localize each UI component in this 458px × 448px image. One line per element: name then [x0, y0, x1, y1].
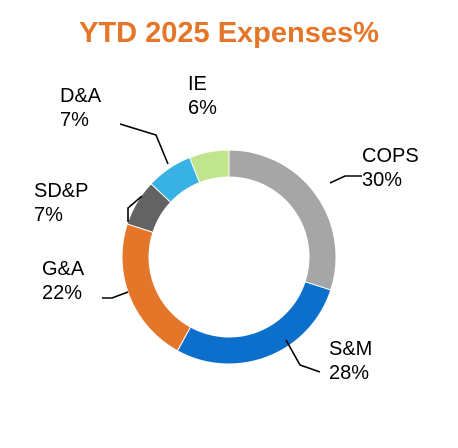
category-label: D&A — [60, 85, 102, 107]
category-label: G&A — [42, 258, 85, 280]
percent-label: 30% — [362, 169, 402, 191]
leader-lines — [102, 123, 362, 373]
slice-s-m — [176, 281, 332, 365]
slice-labels: COPS 30%S&M 28%G&A 22%SD&P 7%D&A 7%IE 6% — [34, 73, 419, 384]
category-label: S&M — [329, 338, 372, 360]
leader-line-d-a — [119, 123, 169, 165]
slice-label-cops: COPS 30% — [362, 145, 419, 191]
category-label: IE — [188, 73, 207, 95]
slice-label-g-a: G&A 22% — [42, 258, 85, 304]
leader-line-sd-p — [127, 195, 143, 222]
slice-label-d-a: D&A 7% — [60, 85, 102, 131]
slice-label-ie: IE 6% — [188, 73, 217, 119]
chart-title: YTD 2025 Expenses% — [79, 17, 379, 49]
percent-label: 28% — [329, 362, 369, 384]
leader-line-s-m — [285, 339, 321, 373]
slice-g-a — [121, 223, 192, 352]
percent-label: 7% — [34, 204, 63, 226]
slice-label-sd-p: SD&P 7% — [34, 180, 88, 226]
leader-line-g-a — [102, 291, 129, 299]
percent-label: 6% — [188, 97, 217, 119]
donut-slices — [121, 149, 337, 365]
category-label: COPS — [362, 145, 419, 167]
slice-cops — [228, 149, 337, 291]
percent-label: 7% — [60, 109, 89, 131]
category-label: SD&P — [34, 180, 88, 202]
slice-ie — [188, 149, 230, 184]
leader-line-cops — [329, 175, 362, 184]
percent-label: 22% — [42, 282, 82, 304]
slice-label-s-m: S&M 28% — [329, 338, 372, 384]
